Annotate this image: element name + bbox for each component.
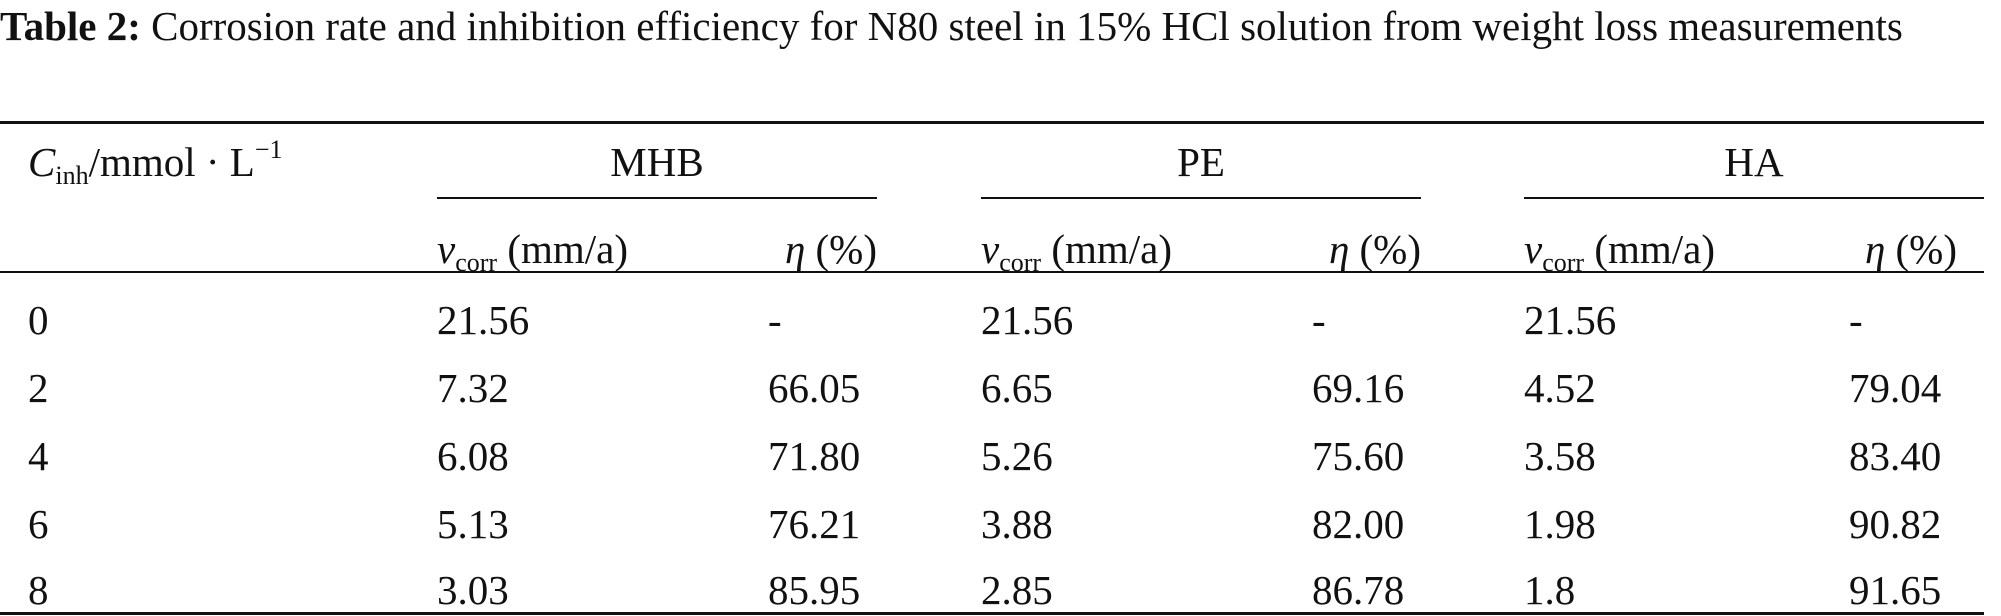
group-header-pe: PE	[1177, 139, 1225, 185]
eta-unit: (%)	[1885, 226, 1957, 272]
row-1-ha-eta: 79.04	[1849, 365, 1942, 411]
row-0-pe-eta: -	[1312, 297, 1326, 343]
row-1-pe-eta: 69.16	[1312, 365, 1405, 411]
group-rule-pe	[981, 197, 1421, 199]
row-2-ha-vcorr: 3.58	[1524, 433, 1596, 479]
subheader-vcorr-ha: vcorr (mm/a)	[1524, 225, 1715, 276]
row-0-mhb-eta: -	[768, 297, 782, 343]
caption-text: Corrosion rate and inhibition efficiency…	[151, 3, 1903, 49]
vcorr-sub: corr	[1542, 248, 1585, 277]
table-caption: Table 2: Corrosion rate and inhibition e…	[0, 0, 1984, 52]
row-2-pe-eta: 75.60	[1312, 433, 1405, 479]
subheader-vcorr-pe: vcorr (mm/a)	[981, 225, 1172, 276]
group-header-mhb: MHB	[610, 139, 704, 185]
row-label-symbol: C	[28, 139, 56, 185]
vcorr-unit: (mm/a)	[1584, 226, 1715, 272]
row-2-mhb-vcorr: 6.08	[437, 433, 509, 479]
row-3-conc: 6	[28, 501, 49, 547]
row-3-pe-vcorr: 3.88	[981, 501, 1053, 547]
row-label-sub: inh	[55, 161, 89, 190]
row-4-pe-eta: 86.78	[1312, 567, 1405, 613]
vcorr-sub: corr	[999, 248, 1042, 277]
caption-label: Table 2:	[0, 3, 141, 49]
row-4-mhb-eta: 85.95	[768, 567, 861, 613]
row-3-mhb-eta: 76.21	[768, 501, 861, 547]
row-1-pe-vcorr: 6.65	[981, 365, 1053, 411]
row-label-sup: −1	[254, 135, 283, 164]
row-4-pe-vcorr: 2.85	[981, 567, 1053, 613]
group-rule-mhb	[437, 197, 877, 199]
row-4-conc: 8	[28, 567, 49, 613]
top-rule	[0, 121, 1984, 124]
row-1-conc: 2	[28, 365, 49, 411]
vcorr-symbol: v	[437, 226, 456, 272]
subheader-eta-pe: η (%)	[1244, 225, 1421, 273]
row-0-pe-vcorr: 21.56	[981, 297, 1074, 343]
row-label-unit: /mmol · L	[88, 139, 255, 185]
row-3-ha-vcorr: 1.98	[1524, 501, 1596, 547]
eta-unit: (%)	[1349, 226, 1421, 272]
group-rule-ha	[1524, 197, 1984, 199]
subheader-eta-mhb: η (%)	[700, 225, 877, 273]
row-3-pe-eta: 82.00	[1312, 501, 1405, 547]
row-0-ha-vcorr: 21.56	[1524, 297, 1617, 343]
row-1-mhb-eta: 66.05	[768, 365, 861, 411]
row-2-mhb-eta: 71.80	[768, 433, 861, 479]
vcorr-symbol: v	[981, 226, 1000, 272]
row-3-mhb-vcorr: 5.13	[437, 501, 509, 547]
vcorr-sub: corr	[455, 248, 498, 277]
vcorr-symbol: v	[1524, 226, 1543, 272]
row-1-ha-vcorr: 4.52	[1524, 365, 1596, 411]
row-2-pe-vcorr: 5.26	[981, 433, 1053, 479]
row-0-ha-eta: -	[1849, 297, 1863, 343]
row-0-conc: 0	[28, 297, 49, 343]
row-1-mhb-vcorr: 7.32	[437, 365, 509, 411]
eta-symbol: η	[1864, 226, 1886, 272]
row-2-conc: 4	[28, 433, 49, 479]
vcorr-unit: (mm/a)	[497, 226, 628, 272]
subheader-vcorr-mhb: vcorr (mm/a)	[437, 225, 628, 276]
eta-symbol: η	[784, 226, 806, 272]
bottom-rule	[0, 612, 1984, 615]
eta-unit: (%)	[805, 226, 877, 272]
row-2-ha-eta: 83.40	[1849, 433, 1942, 479]
eta-symbol: η	[1328, 226, 1350, 272]
row-0-mhb-vcorr: 21.56	[437, 297, 530, 343]
subheader-eta-ha: η (%)	[1780, 225, 1957, 273]
header-rule	[0, 271, 1984, 273]
vcorr-unit: (mm/a)	[1041, 226, 1172, 272]
row-3-ha-eta: 90.82	[1849, 501, 1942, 547]
row-4-ha-vcorr: 1.8	[1524, 567, 1576, 613]
row-4-mhb-vcorr: 3.03	[437, 567, 509, 613]
row-4-ha-eta: 91.65	[1849, 567, 1942, 613]
row-label-header: Cinh/mmol · L−1	[28, 135, 283, 189]
group-header-ha: HA	[1724, 139, 1784, 185]
